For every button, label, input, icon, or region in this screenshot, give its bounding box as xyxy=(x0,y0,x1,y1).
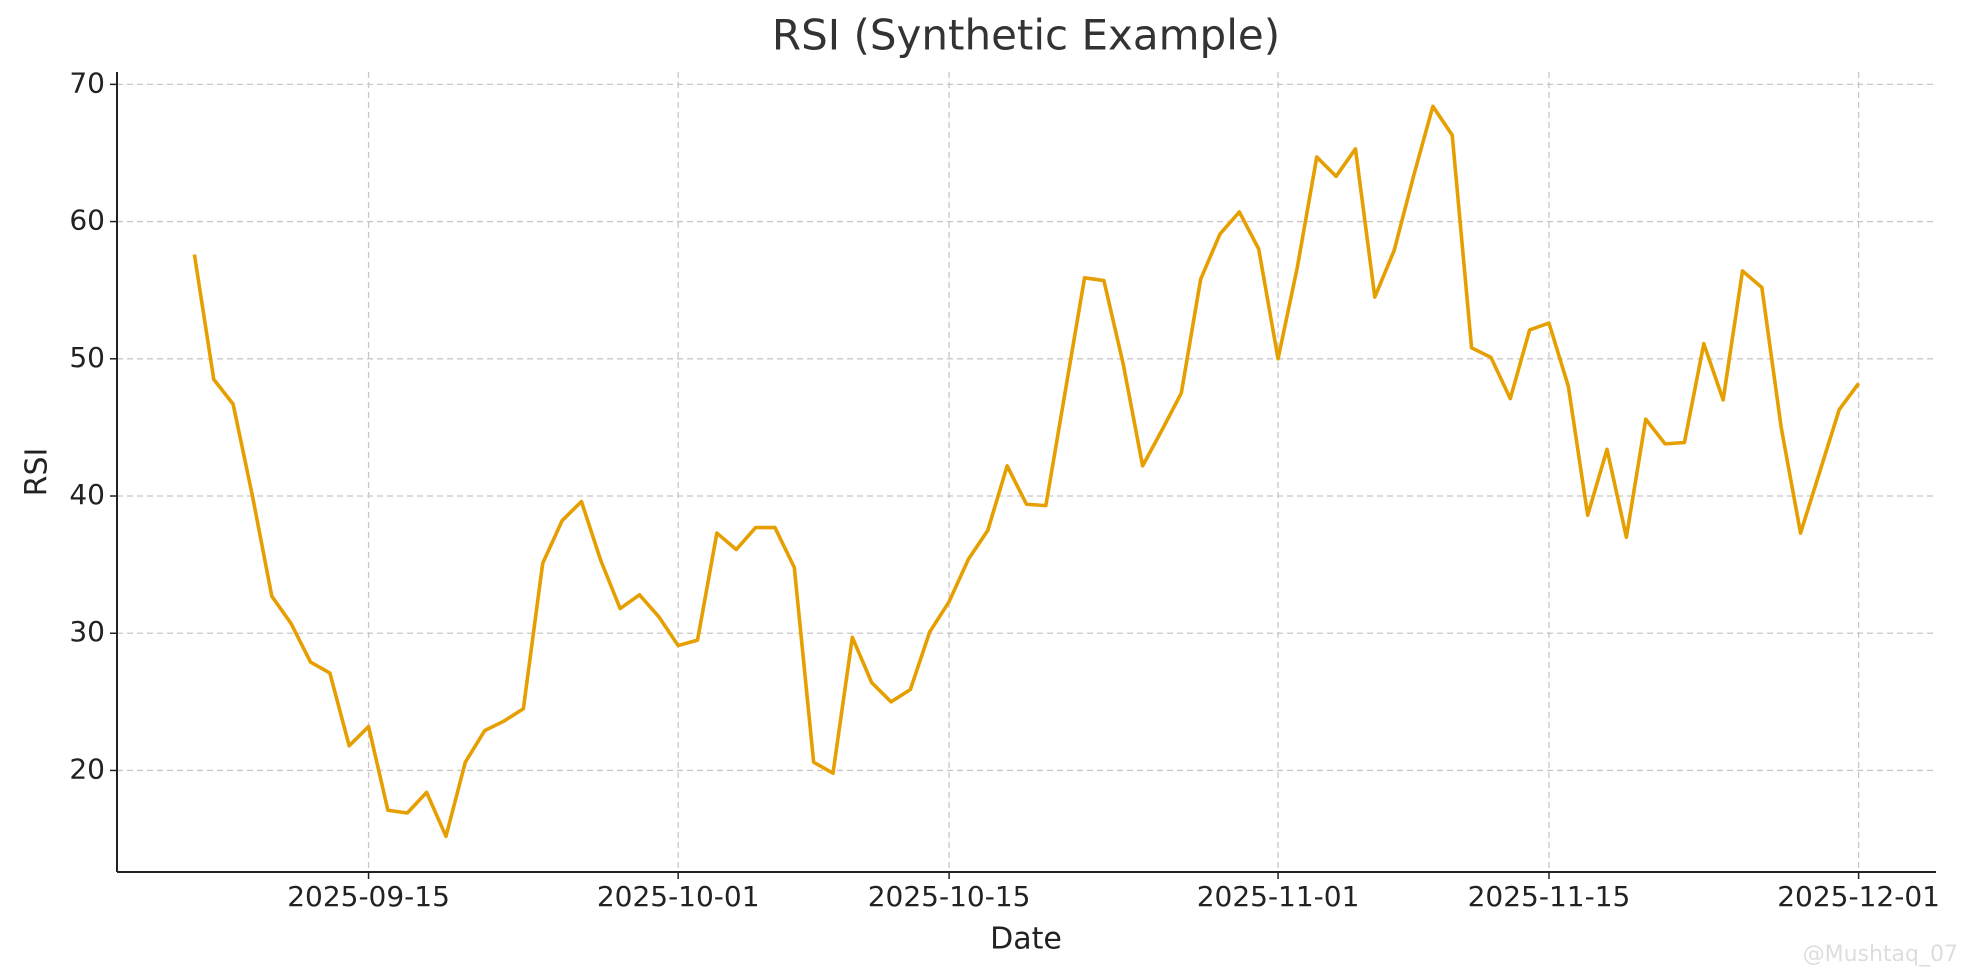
x-tick-label: 2025-10-15 xyxy=(868,880,1031,913)
x-axis-label: Date xyxy=(990,922,1062,957)
y-tick-label: 20 xyxy=(69,752,105,785)
watermark: @Mushtaq_07 xyxy=(1803,942,1958,967)
y-tick-label: 30 xyxy=(69,615,105,648)
x-tick-label: 2025-10-01 xyxy=(597,880,760,913)
x-tick-label: 2025-11-01 xyxy=(1197,880,1360,913)
x-tick-label: 2025-09-15 xyxy=(287,880,450,913)
y-tick-label: 60 xyxy=(69,204,105,237)
line-series xyxy=(192,104,1861,839)
x-tick-label: 2025-12-01 xyxy=(1777,880,1940,913)
x-tick-label: 2025-11-15 xyxy=(1468,880,1631,913)
y-tick-label: 50 xyxy=(69,341,105,374)
chart-title: RSI (Synthetic Example) xyxy=(772,11,1280,60)
y-tick-label: 40 xyxy=(69,478,105,511)
y-axis-label: RSI xyxy=(20,448,55,497)
y-tick-label: 70 xyxy=(69,66,105,99)
